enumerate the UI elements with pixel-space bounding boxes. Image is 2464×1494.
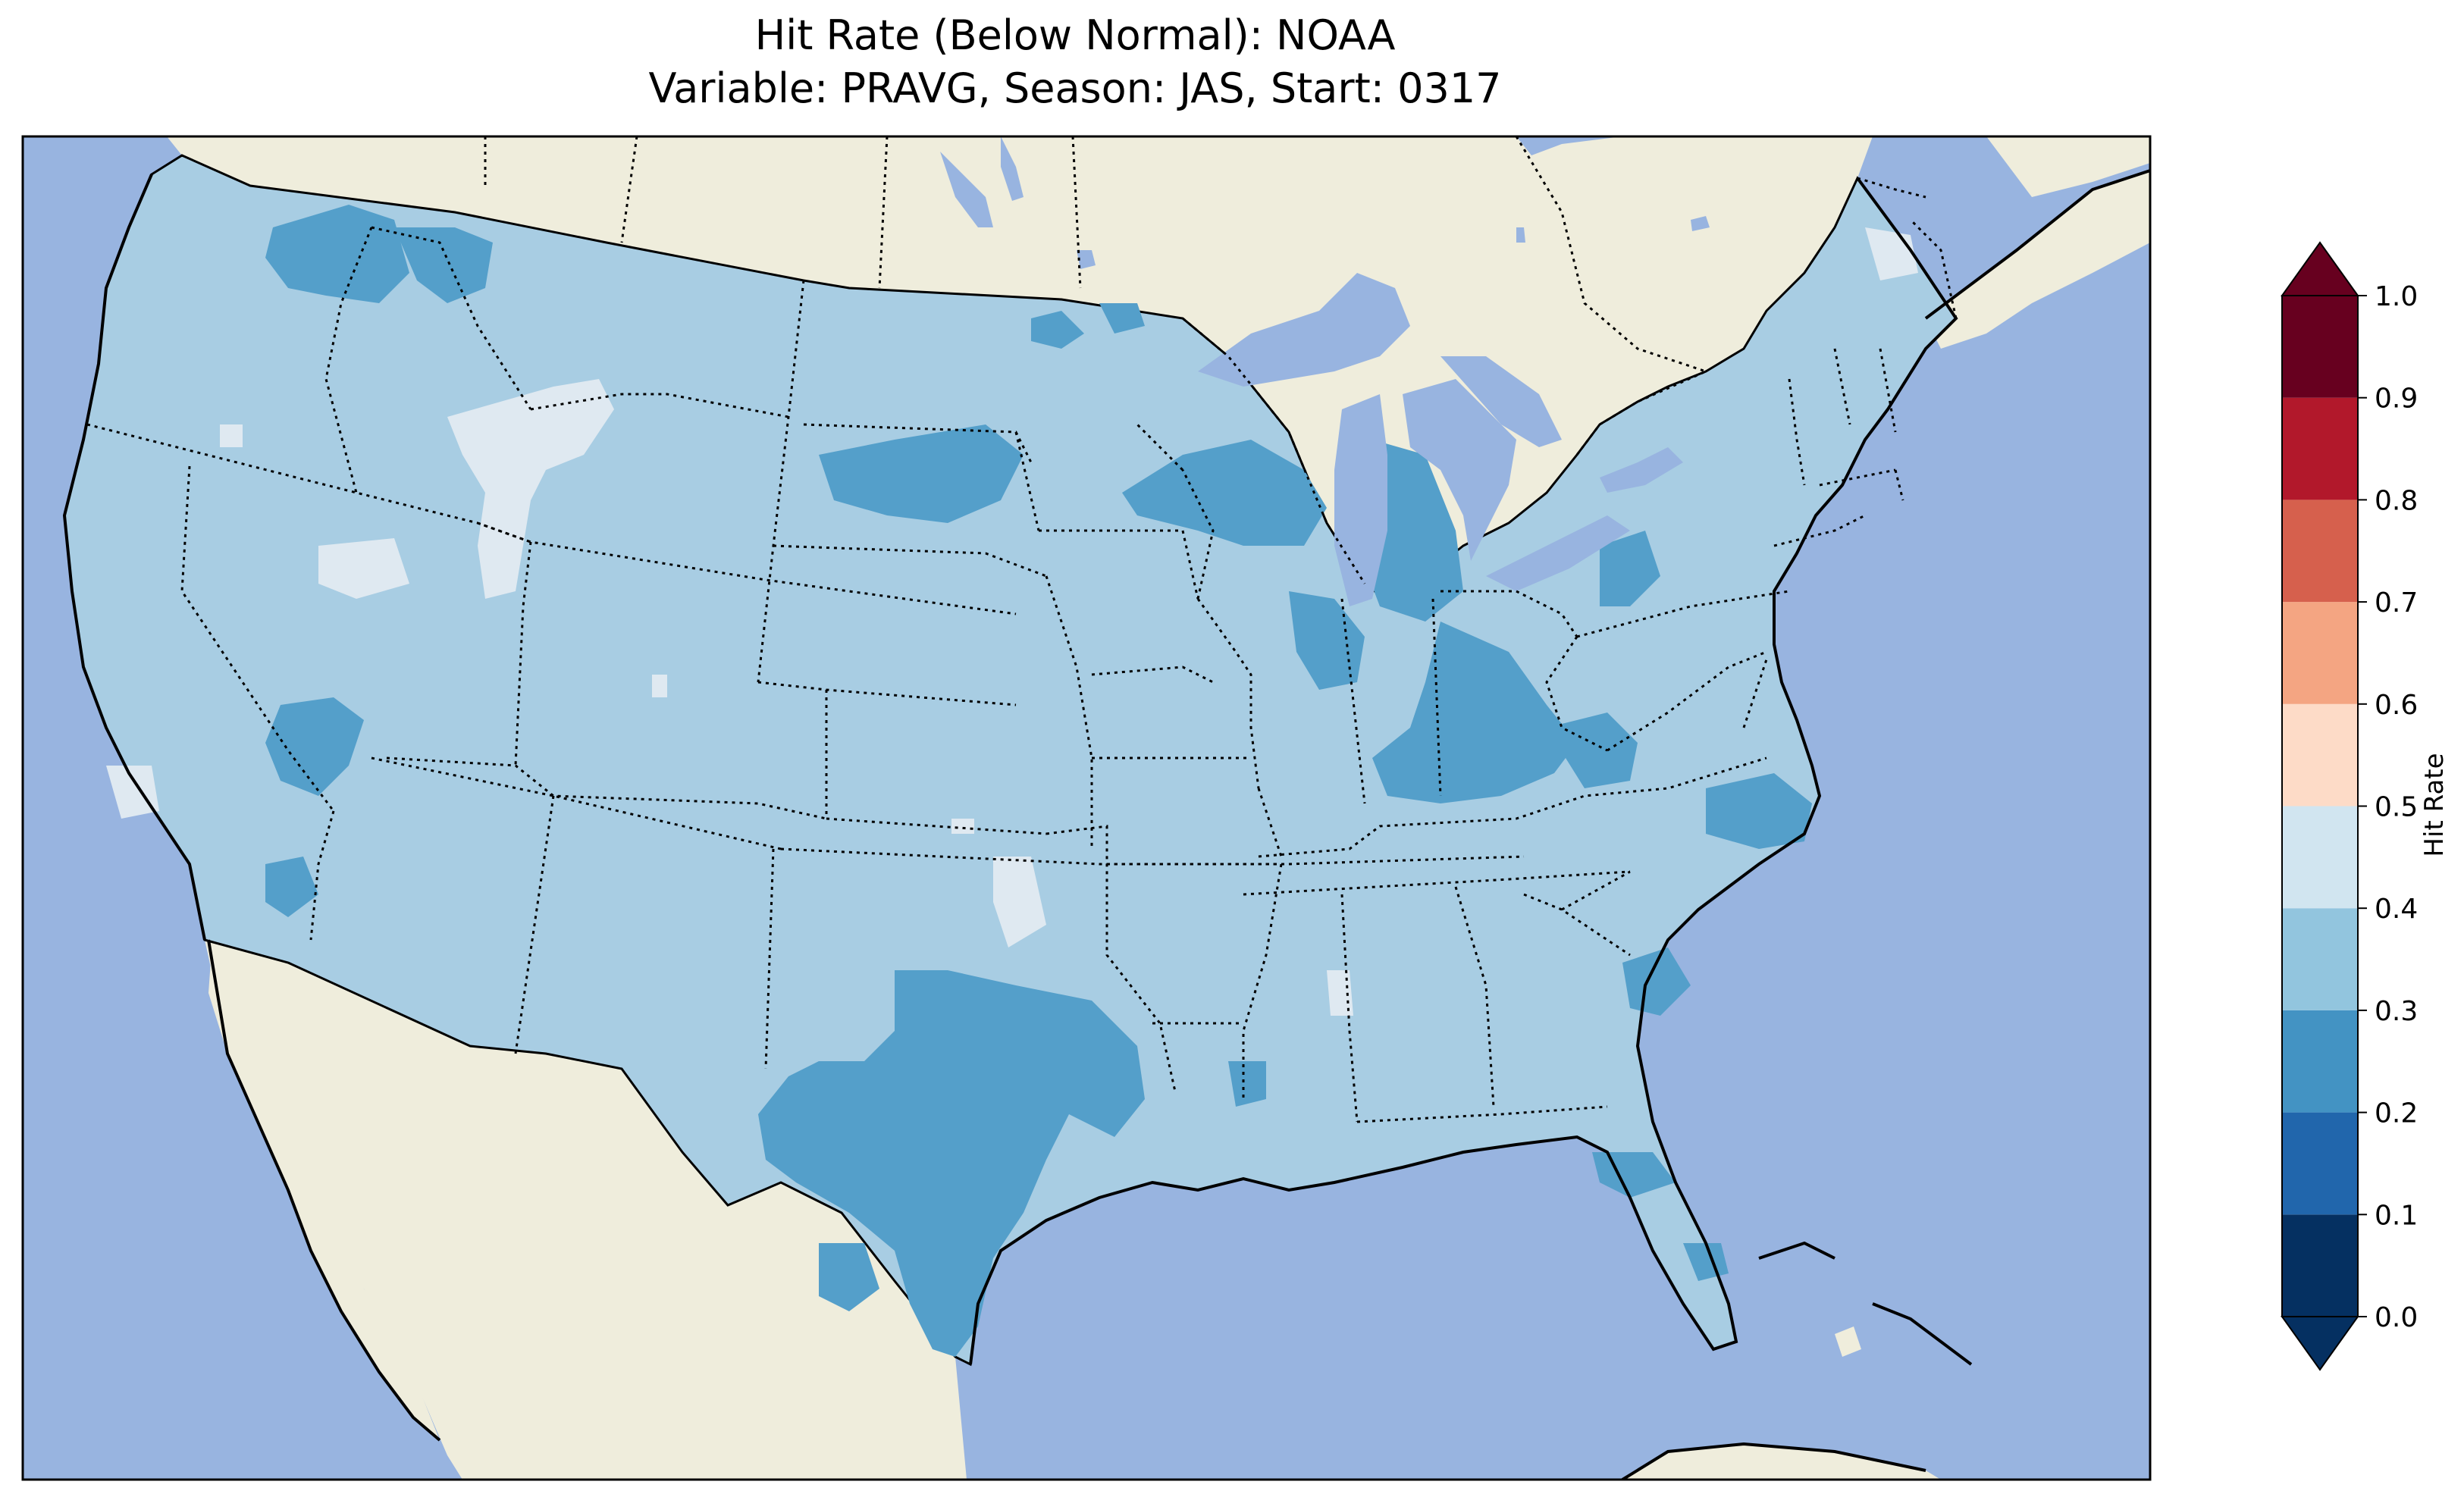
- coastlines: [62, 169, 2150, 1480]
- colorbar-label: Hit Rate: [2419, 753, 2450, 857]
- land-bahamas: [1835, 1326, 1861, 1357]
- colorbar-bin-7: [2282, 500, 2358, 603]
- country-borders: [484, 136, 1958, 584]
- land-canada-maritimes: [1926, 171, 2150, 349]
- colorbar-tick-label: 0.9: [2375, 384, 2418, 415]
- colorbar-bin-0: [2282, 1214, 2358, 1317]
- canada-lakes: [940, 136, 1710, 269]
- field-patches-0.4-0.5: [106, 227, 1918, 1016]
- colorbar-tick-label: 0.5: [2375, 792, 2418, 823]
- map-title-line-2: Variable: PRAVG, Season: JAS, Start: 031…: [648, 64, 1502, 112]
- colorbar-bin-2: [2282, 1010, 2358, 1113]
- map-frame: [21, 135, 2152, 1481]
- state-borders: [86, 226, 1904, 1123]
- colorbar-bin-6: [2282, 602, 2358, 704]
- land-baja: [208, 940, 440, 1440]
- land-canada: [167, 136, 1873, 606]
- colorbar-tick-label: 0.1: [2375, 1200, 2418, 1231]
- colorbar-tick-label: 0.2: [2375, 1098, 2418, 1129]
- colorbar: 0.0 0.1 0.2 0.3 0.4 0.5 0.6 0.7 0.8 0.9 1.0 Hit Ra…: [2281, 241, 2450, 1371]
- land-canada-north: [1986, 136, 2150, 197]
- great-lakes: [1198, 273, 1683, 606]
- colorbar-bin-3: [2282, 908, 2358, 1010]
- colorbar-tick-label: 0.0: [2375, 1302, 2418, 1333]
- colorbar-bin-9: [2282, 296, 2358, 398]
- field-patches-0.2-0.3: [265, 205, 1812, 1357]
- colorbar-bin-4: [2282, 806, 2358, 909]
- land-cuba: [1622, 1444, 1941, 1480]
- colorbar-tick-label: 0.3: [2375, 996, 2418, 1027]
- colorbar-tick-label: 0.8: [2375, 485, 2418, 516]
- colorbar-bin-1: [2282, 1112, 2358, 1215]
- colorbar-tick-label: 0.4: [2375, 894, 2418, 925]
- colorbar-tick-label: 0.6: [2375, 690, 2418, 721]
- colorbar-tick-label: 1.0: [2375, 281, 2418, 312]
- map-title-line-1: Hit Rate (Below Normal): NOAA: [754, 11, 1396, 59]
- colorbar-bin-8: [2282, 397, 2358, 500]
- colorbar-extend-top: [2281, 241, 2359, 296]
- colorbar-extend-bottom: [2281, 1316, 2359, 1371]
- colorbar-tick-label: 0.7: [2375, 587, 2418, 619]
- colorbar-bin-5: [2282, 703, 2358, 807]
